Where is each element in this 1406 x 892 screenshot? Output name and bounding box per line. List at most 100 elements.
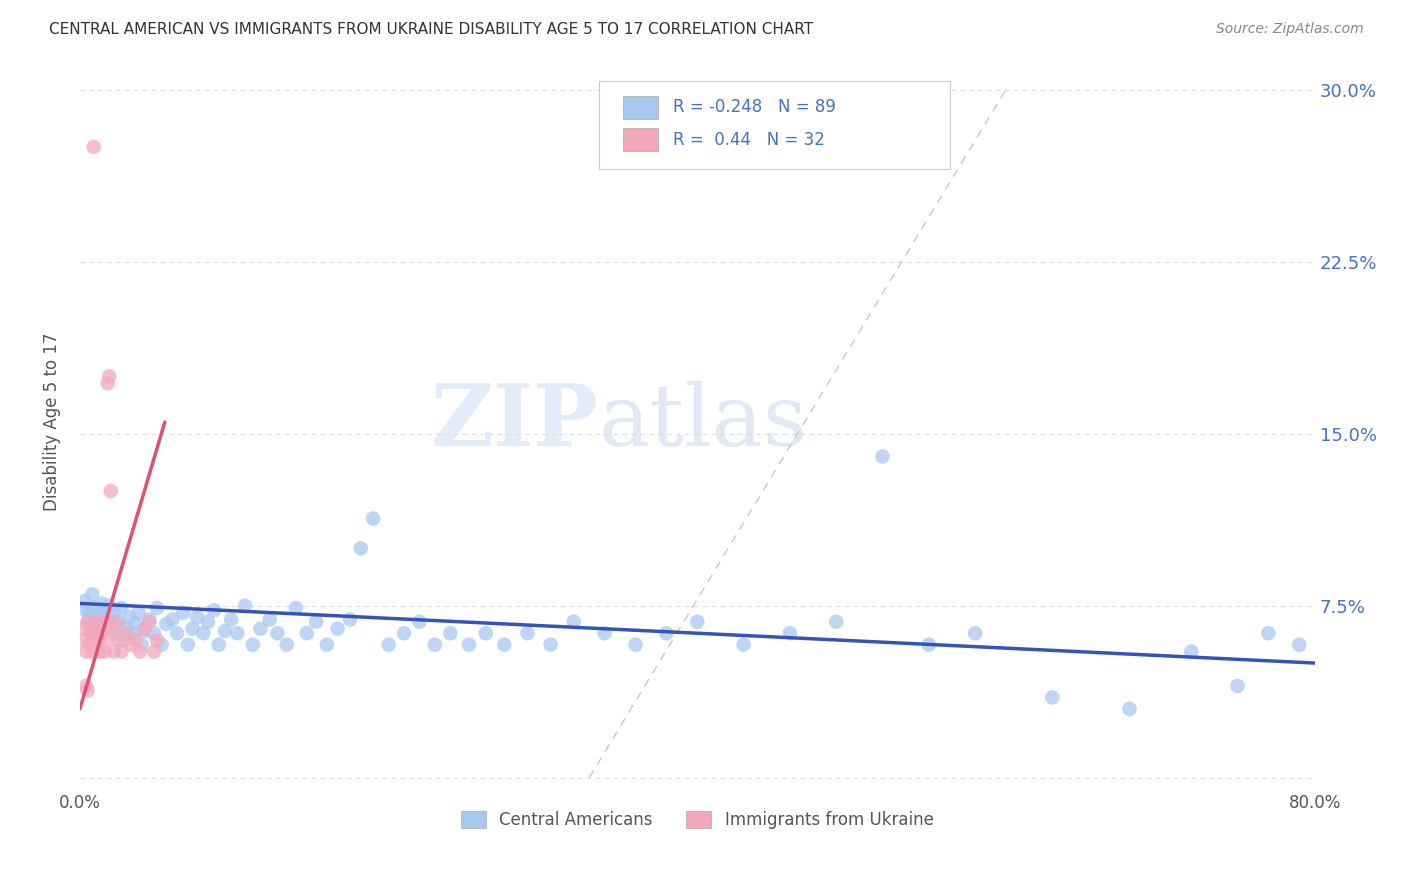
Point [249, 622, 271, 636]
Point [143, 626, 166, 640]
Point [75, 679, 97, 693]
Point [112, 633, 135, 648]
Point [259, 612, 281, 626]
Point [540, 638, 562, 652]
Point [1226, 679, 1249, 693]
Point [104, 615, 127, 629]
Point [423, 638, 446, 652]
Point [131, 638, 153, 652]
Point [655, 626, 678, 640]
Point [98, 599, 121, 613]
Point [733, 638, 755, 652]
Point [177, 638, 200, 652]
Point [82, 587, 104, 601]
Point [339, 612, 361, 626]
Point [872, 450, 894, 464]
Point [494, 638, 516, 652]
Point [83, 612, 105, 626]
Point [593, 626, 616, 640]
FancyBboxPatch shape [623, 95, 658, 119]
Point [103, 606, 125, 620]
Point [350, 541, 373, 556]
Y-axis label: Disability Age 5 to 17: Disability Age 5 to 17 [44, 333, 60, 511]
Point [72, 622, 94, 636]
Point [146, 601, 169, 615]
Point [101, 622, 124, 636]
Point [91, 615, 114, 629]
Point [104, 626, 127, 640]
Point [76, 615, 98, 629]
Point [97, 376, 120, 391]
Point [76, 615, 98, 629]
Point [110, 644, 132, 658]
Point [193, 626, 215, 640]
Point [285, 601, 308, 615]
Point [143, 644, 166, 658]
Point [138, 612, 160, 626]
Point [166, 626, 188, 640]
Point [155, 617, 177, 632]
Point [779, 626, 801, 640]
Point [150, 638, 173, 652]
Point [172, 606, 194, 620]
Point [266, 626, 288, 640]
Point [90, 626, 112, 640]
Point [825, 615, 848, 629]
Point [90, 596, 112, 610]
Point [457, 638, 479, 652]
Point [107, 633, 129, 648]
Point [86, 617, 108, 632]
Point [516, 626, 538, 640]
Point [214, 624, 236, 638]
Point [686, 615, 709, 629]
Point [89, 644, 111, 658]
Point [118, 610, 141, 624]
Point [100, 483, 122, 498]
Point [242, 638, 264, 652]
Point [103, 644, 125, 658]
Point [361, 511, 384, 525]
Point [1257, 626, 1279, 640]
Point [624, 638, 647, 652]
Point [128, 606, 150, 620]
FancyBboxPatch shape [623, 128, 658, 152]
Text: Source: ZipAtlas.com: Source: ZipAtlas.com [1216, 22, 1364, 37]
Point [94, 622, 117, 636]
Point [79, 626, 101, 640]
Point [226, 626, 249, 640]
Point [124, 633, 146, 648]
Text: R = -0.248   N = 89: R = -0.248 N = 89 [672, 98, 835, 116]
Point [100, 617, 122, 632]
Point [562, 615, 585, 629]
Point [75, 603, 97, 617]
Point [73, 594, 96, 608]
Point [84, 615, 107, 629]
Point [162, 612, 184, 626]
Text: ZIP: ZIP [430, 380, 599, 464]
Text: atlas: atlas [599, 381, 807, 464]
Point [233, 599, 256, 613]
Point [84, 601, 107, 615]
Point [87, 633, 110, 648]
Point [97, 610, 120, 624]
Point [129, 644, 152, 658]
Point [75, 644, 97, 658]
Point [121, 626, 143, 640]
Point [377, 638, 399, 652]
Point [208, 638, 231, 652]
Point [91, 615, 114, 629]
Point [77, 638, 100, 652]
Point [98, 369, 121, 384]
Point [79, 622, 101, 636]
Point [1180, 644, 1202, 658]
Point [475, 626, 498, 640]
Point [276, 638, 298, 652]
Point [146, 633, 169, 648]
Point [326, 622, 349, 636]
Point [93, 603, 115, 617]
Point [134, 622, 156, 636]
Point [1288, 638, 1310, 652]
Point [219, 612, 242, 626]
Point [305, 615, 328, 629]
Point [134, 624, 156, 638]
